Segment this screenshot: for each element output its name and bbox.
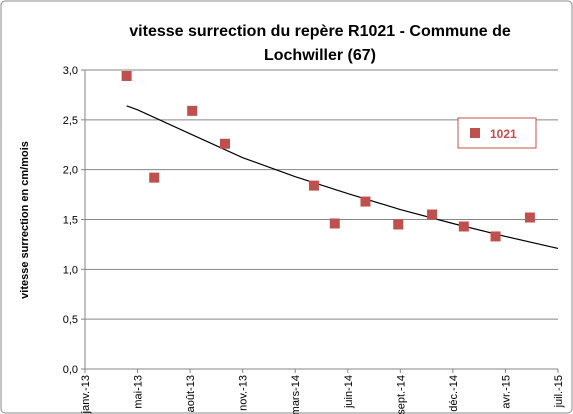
point xyxy=(427,209,438,220)
y-tick-label: 1,5 xyxy=(63,215,78,227)
y-tick-label: 0,5 xyxy=(63,314,78,326)
chart-title: vitesse surrection du repère R1021 - Com… xyxy=(129,23,511,40)
x-tick-label: janv.-13 xyxy=(80,375,92,414)
point xyxy=(187,105,198,116)
y-axis-label: vitesse surrection en cm/mois xyxy=(19,141,31,299)
x-tick-label: juil.-15 xyxy=(553,375,565,408)
point xyxy=(360,196,371,207)
x-tick-label: juin-14 xyxy=(343,375,355,409)
x-tick-label: avr.-15 xyxy=(500,375,512,409)
point xyxy=(149,172,160,183)
x-tick-label: août-13 xyxy=(185,375,197,412)
y-tick-label: 0,0 xyxy=(63,364,78,376)
y-tick-label: 2,5 xyxy=(63,115,78,127)
point xyxy=(121,70,132,81)
x-tick-label: mai-13 xyxy=(133,375,145,409)
point xyxy=(524,212,535,223)
y-tick-label: 2,0 xyxy=(63,165,78,177)
point xyxy=(490,231,501,242)
trendline xyxy=(126,105,559,249)
x-tick-label: nov.-13 xyxy=(238,375,250,411)
point xyxy=(393,219,404,230)
y-tick-label: 1,0 xyxy=(63,264,78,276)
legend-marker xyxy=(470,128,480,138)
point xyxy=(329,218,340,229)
point xyxy=(458,221,469,232)
chart-title: Lochwiller (67) xyxy=(264,47,376,64)
x-tick-label: sept.-14 xyxy=(395,375,407,414)
point xyxy=(219,138,230,149)
point xyxy=(308,180,319,191)
x-tick-label: déc.-14 xyxy=(448,375,460,412)
y-tick-label: 3,0 xyxy=(63,65,78,77)
x-tick-label: mars-14 xyxy=(290,375,302,414)
legend-label: 1021 xyxy=(490,127,517,141)
